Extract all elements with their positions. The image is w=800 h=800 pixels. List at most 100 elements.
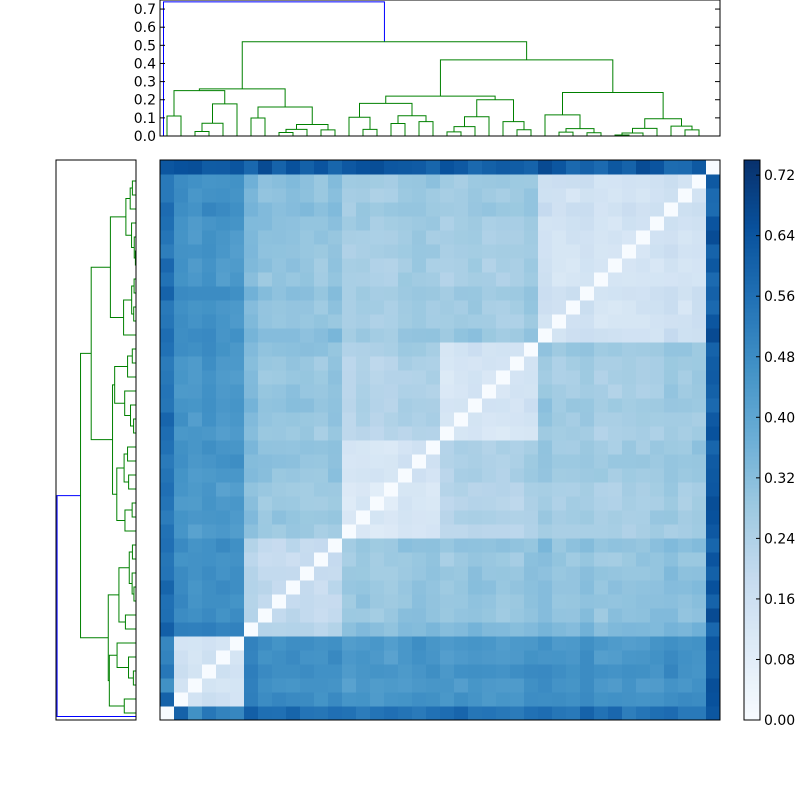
heatmap-cell (384, 174, 399, 189)
colorbar-segment (744, 424, 760, 429)
heatmap-cell (300, 272, 315, 287)
heatmap-cell (538, 650, 553, 665)
heatmap-cell (524, 314, 539, 329)
heatmap-cell (216, 538, 231, 553)
dendrogram-link (124, 390, 136, 416)
heatmap-cell (664, 244, 679, 259)
heatmap-cell (580, 468, 595, 483)
heatmap-cell (706, 202, 721, 217)
heatmap-cell (538, 678, 553, 693)
colorbar-segment (744, 220, 760, 225)
heatmap-cell (454, 188, 469, 203)
heatmap-cell (412, 524, 427, 539)
heatmap-cell (524, 706, 539, 721)
heatmap-cell (440, 370, 455, 385)
heatmap-cell (188, 412, 203, 427)
colorbar-segment (744, 368, 760, 373)
dendrogram-link (250, 117, 266, 136)
heatmap-cell (468, 314, 483, 329)
heatmap-cell (608, 510, 623, 525)
heatmap-cell (356, 328, 371, 343)
heatmap-cell (580, 454, 595, 469)
colorbar-segment (744, 316, 760, 321)
heatmap-cell (174, 328, 189, 343)
heatmap-cell (398, 608, 413, 623)
heatmap-cell (188, 440, 203, 455)
heatmap-cell (384, 370, 399, 385)
heatmap-cell (440, 496, 455, 511)
heatmap-cell (370, 650, 385, 665)
heatmap-cell (482, 566, 497, 581)
heatmap-cell (454, 496, 469, 511)
heatmap-cell (468, 244, 483, 259)
heatmap-cell (272, 440, 287, 455)
dendrogram-link (131, 222, 136, 248)
heatmap-cell (636, 384, 651, 399)
colorbar-tick-label: 0.08 (764, 652, 795, 668)
heatmap-cell (174, 608, 189, 623)
heatmap-cell (300, 636, 315, 651)
heatmap-cell (608, 608, 623, 623)
heatmap-cell (566, 258, 581, 273)
heatmap-cell (440, 272, 455, 287)
heatmap-cell (202, 370, 217, 385)
heatmap-cell (566, 678, 581, 693)
heatmap-cell (328, 160, 343, 175)
heatmap-cell (468, 258, 483, 273)
dendrogram-link (476, 99, 514, 122)
heatmap-cell (314, 216, 329, 231)
dendrogram-link (446, 131, 462, 136)
heatmap-cell (202, 594, 217, 609)
colorbar-segment (744, 440, 760, 445)
heatmap-cell (482, 286, 497, 301)
heatmap-cell (650, 328, 665, 343)
heatmap-cell (426, 650, 441, 665)
heatmap-cell (524, 580, 539, 595)
heatmap-cell (510, 678, 525, 693)
heatmap-cell (202, 314, 217, 329)
heatmap-cell (398, 692, 413, 707)
heatmap-cell (538, 580, 553, 595)
heatmap-cell (664, 426, 679, 441)
heatmap-cell (244, 300, 259, 315)
heatmap-cell (636, 468, 651, 483)
heatmap-cell (552, 580, 567, 595)
heatmap-cell (482, 524, 497, 539)
heatmap-cell (272, 384, 287, 399)
colorbar-segment (744, 392, 760, 397)
heatmap-cell (174, 552, 189, 567)
heatmap-cell (412, 216, 427, 231)
heatmap-cell (440, 664, 455, 679)
colorbar-frame (743, 159, 761, 721)
heatmap-cell (412, 300, 427, 315)
heatmap-cell (440, 706, 455, 721)
heatmap-cell (384, 566, 399, 581)
heatmap-cell (692, 202, 707, 217)
heatmap-cell (594, 692, 609, 707)
heatmap-cell (342, 370, 357, 385)
heatmap-cell (650, 468, 665, 483)
heatmap-cell (706, 678, 721, 693)
heatmap-cell (482, 398, 497, 413)
heatmap-cell (370, 496, 385, 511)
heatmap-cell (188, 174, 203, 189)
heatmap-cell (566, 552, 581, 567)
heatmap-cell (594, 524, 609, 539)
heatmap-cell (272, 538, 287, 553)
heatmap-cell (342, 244, 357, 259)
heatmap-cell (174, 286, 189, 301)
heatmap-cell (300, 216, 315, 231)
heatmap-cell (398, 650, 413, 665)
heatmap-cell (202, 328, 217, 343)
heatmap-cell (678, 622, 693, 637)
heatmap-cell (454, 412, 469, 427)
heatmap-cell (202, 608, 217, 623)
heatmap-cell (244, 244, 259, 259)
heatmap-cell (692, 174, 707, 189)
heatmap-cell (426, 678, 441, 693)
heatmap-cell (286, 258, 301, 273)
heatmap-cell (510, 496, 525, 511)
heatmap-cell (160, 706, 175, 721)
heatmap-cell (538, 328, 553, 343)
colorbar-segment (744, 296, 760, 301)
